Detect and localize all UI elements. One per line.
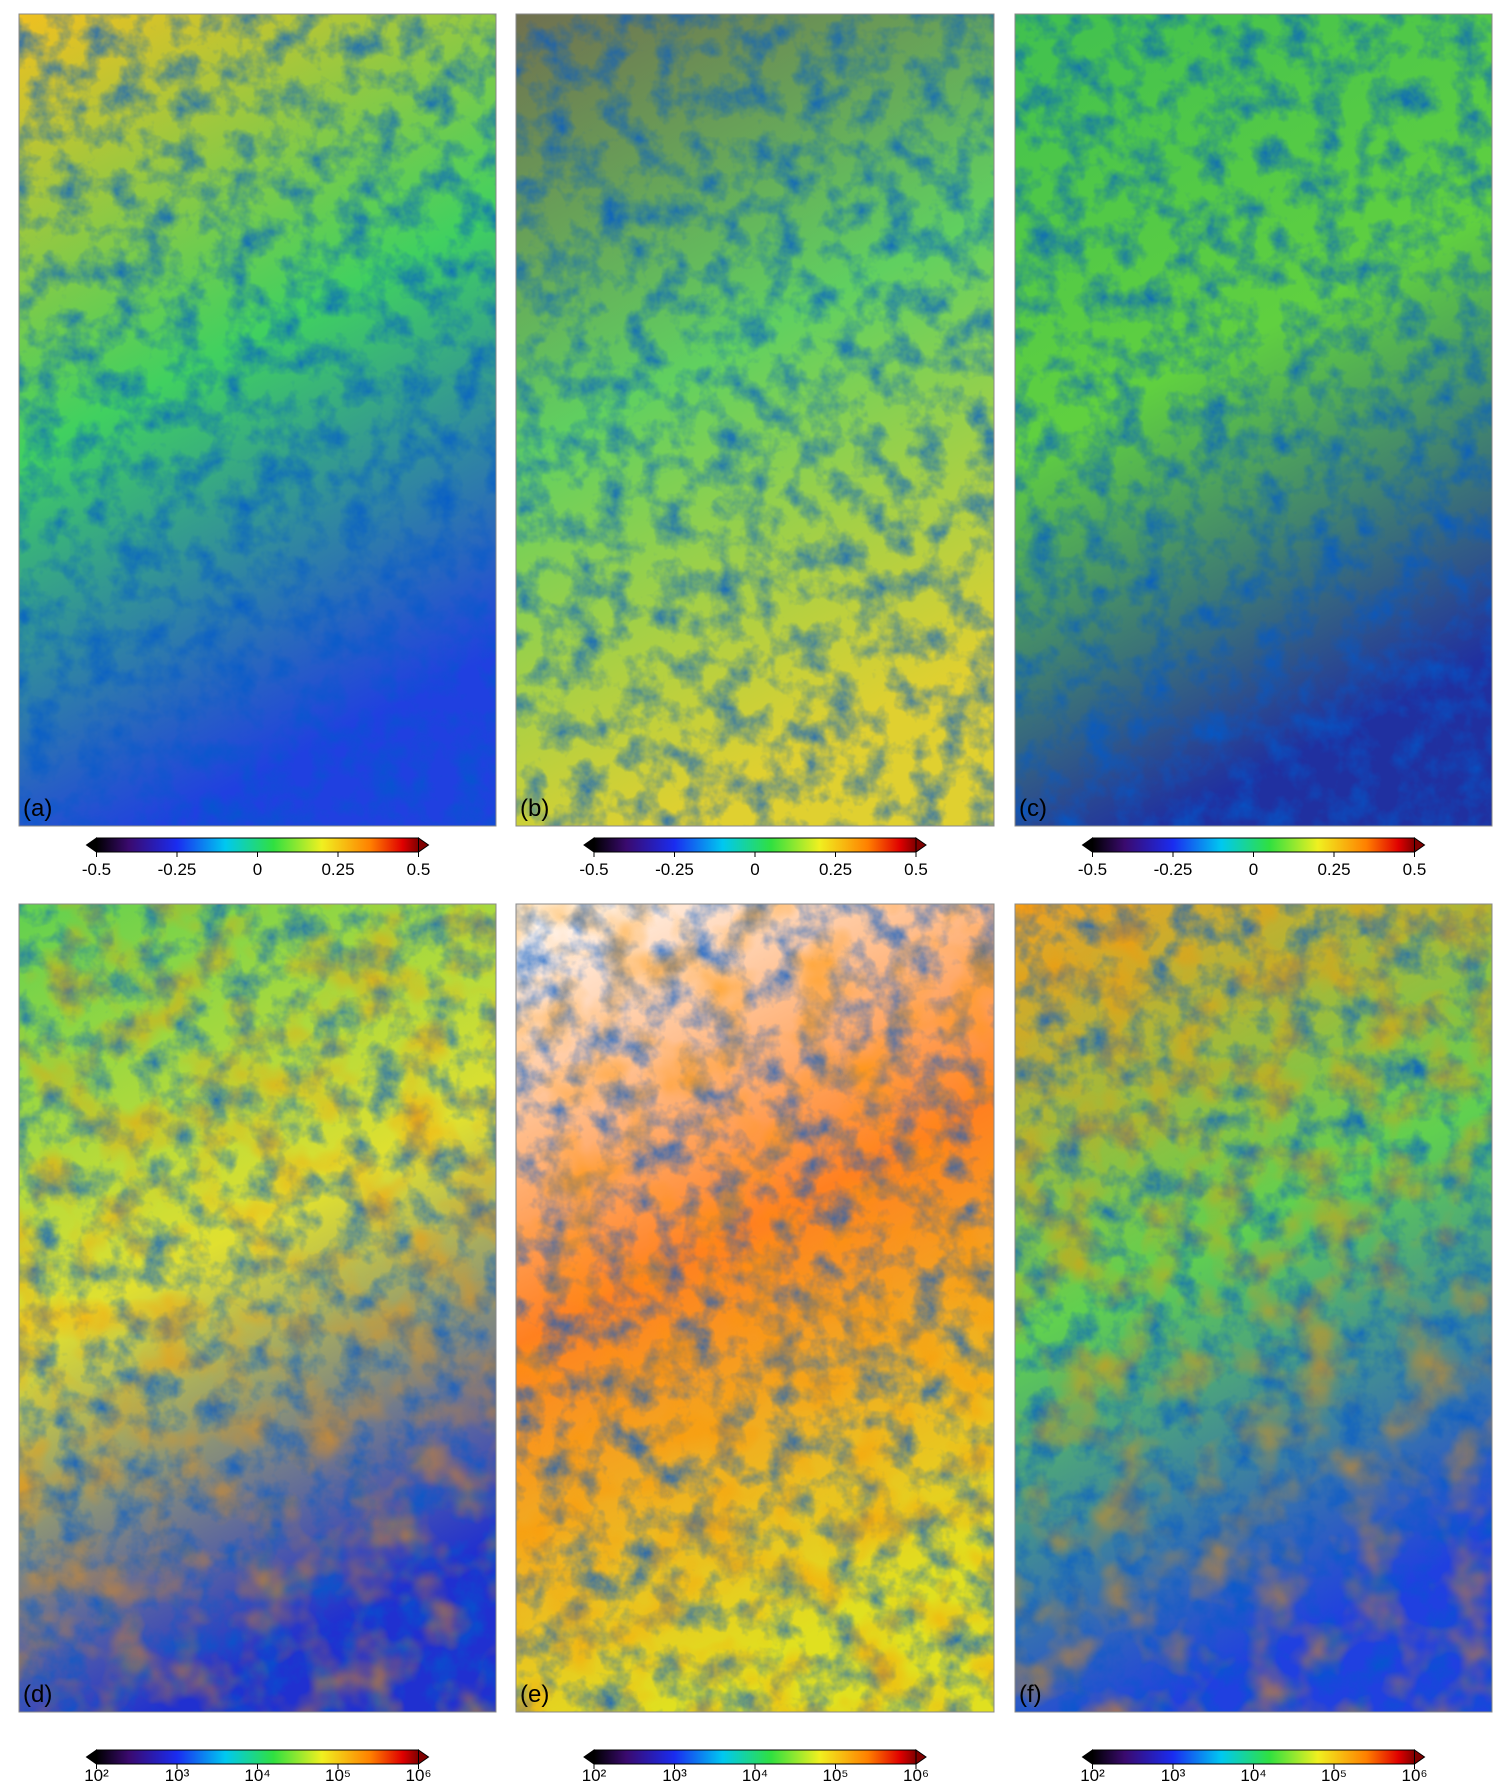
- colorbar-tick-label: 0: [750, 860, 759, 879]
- colorbar-arrow: [1081, 1749, 1093, 1765]
- colorbar-tick-label: -0.25: [655, 860, 694, 879]
- colorbar-tick-label: 0: [253, 860, 262, 879]
- colorbar-tick-label: -0.25: [1154, 860, 1193, 879]
- colorbar-tick-label: 10³: [1161, 1766, 1186, 1785]
- colorbar-tick-label: 10²: [84, 1766, 109, 1785]
- colorbar-tick-label: 10⁴: [1240, 1766, 1266, 1785]
- colorbar-tick-label: 0.5: [904, 860, 928, 879]
- colorbar-tick-label: 10⁵: [1321, 1766, 1347, 1785]
- map-frame: [1014, 903, 1493, 1713]
- panel-label: (e): [520, 1681, 549, 1708]
- colorbar-tick-label: 10²: [1080, 1766, 1105, 1785]
- colorbar: [1092, 1749, 1415, 1765]
- colorbar-tick-label: 0.25: [819, 860, 852, 879]
- colorbar-arrow: [1414, 837, 1426, 853]
- colorbar-tick-label: 0.5: [407, 860, 431, 879]
- colorbar-tick-label: -0.25: [158, 860, 197, 879]
- colorbar-arrow: [85, 837, 97, 853]
- colorbar-tick-label: 0: [1249, 860, 1258, 879]
- colorbar-tick-label: 0.25: [1317, 860, 1350, 879]
- colorbar: [593, 837, 917, 853]
- colorbar-tick-label: 10⁵: [823, 1766, 849, 1785]
- colorbar-tick-label: 0.25: [321, 860, 354, 879]
- colorbar-tick-label: 10⁵: [325, 1766, 351, 1785]
- colorbar-arrow: [915, 837, 927, 853]
- panel-label: (d): [23, 1681, 52, 1708]
- map-texture: [516, 14, 994, 826]
- colorbar-tick-label: 10⁴: [244, 1766, 270, 1785]
- map-frame: [18, 13, 497, 827]
- colorbar-tick-label: 10³: [662, 1766, 687, 1785]
- colorbar-tick-label: 0.5: [1403, 860, 1427, 879]
- colorbar: [593, 1749, 917, 1765]
- map-frame: [515, 13, 995, 827]
- panel-label: (b): [520, 795, 549, 822]
- colorbar-tick-label: 10²: [582, 1766, 607, 1785]
- colorbar: [96, 1749, 419, 1765]
- colorbar-arrow: [583, 837, 595, 853]
- colorbar-tick-label: -0.5: [1078, 860, 1107, 879]
- map-texture: [19, 14, 496, 826]
- map-texture: [516, 904, 994, 1712]
- colorbar-arrow: [85, 1749, 97, 1765]
- colorbar-tick-label: -0.5: [82, 860, 111, 879]
- colorbar-arrow: [583, 1749, 595, 1765]
- panel-label: (a): [23, 795, 52, 822]
- colorbar-tick-label: 10⁶: [406, 1766, 432, 1785]
- map-texture: [1015, 904, 1492, 1712]
- panel-label: (f): [1019, 1681, 1042, 1708]
- colorbar-arrow: [1081, 837, 1093, 853]
- colorbar-tick-label: 10³: [165, 1766, 190, 1785]
- colorbar-arrow: [418, 837, 430, 853]
- colorbar-arrow: [915, 1749, 927, 1765]
- map-frame: [1014, 13, 1493, 827]
- map-frame: [18, 903, 497, 1713]
- colorbar-tick-label: 10⁶: [903, 1766, 929, 1785]
- colorbar-tick-label: 10⁶: [1402, 1766, 1428, 1785]
- colorbar-tick-label: -0.5: [579, 860, 608, 879]
- colorbar-arrow: [418, 1749, 430, 1765]
- map-texture: [1015, 14, 1492, 826]
- panel-label: (c): [1019, 795, 1047, 822]
- colorbar: [1092, 837, 1415, 853]
- map-texture: [19, 904, 496, 1712]
- colorbar: [96, 837, 419, 853]
- colorbar-arrow: [1414, 1749, 1426, 1765]
- colorbar-tick-label: 10⁴: [742, 1766, 768, 1785]
- map-frame: [515, 903, 995, 1713]
